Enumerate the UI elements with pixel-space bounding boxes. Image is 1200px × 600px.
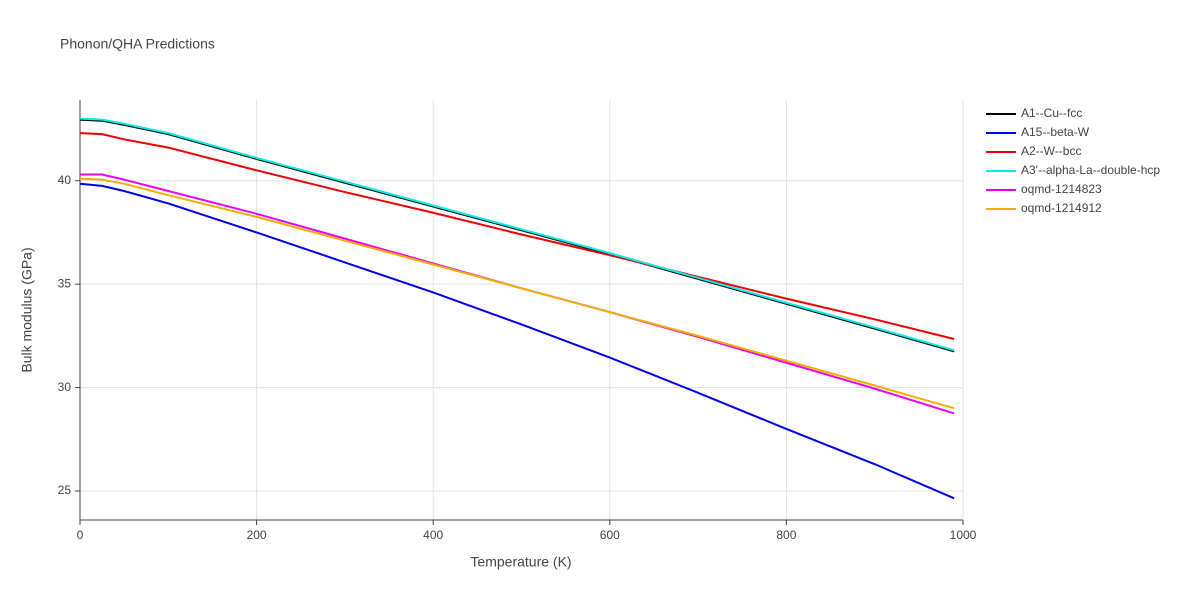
legend-label: oqmd-1214912 bbox=[1021, 201, 1102, 215]
x-tick-label: 1000 bbox=[950, 528, 977, 542]
chart-title: Phonon/QHA Predictions bbox=[60, 36, 215, 52]
x-tick-label: 200 bbox=[247, 528, 267, 542]
y-tick-label: 30 bbox=[58, 380, 72, 394]
legend-label: A15--beta-W bbox=[1021, 125, 1090, 139]
x-tick-label: 0 bbox=[77, 528, 84, 542]
y-tick-label: 40 bbox=[58, 173, 72, 187]
x-tick-label: 400 bbox=[423, 528, 443, 542]
series-line bbox=[79, 182, 955, 500]
plot-lines bbox=[79, 117, 955, 500]
series-line bbox=[79, 132, 955, 340]
series-line bbox=[80, 173, 955, 415]
series-line bbox=[79, 177, 955, 410]
x-axis-title: Temperature (K) bbox=[470, 554, 571, 570]
legend-label: oqmd-1214823 bbox=[1021, 182, 1102, 196]
x-tick-label: 600 bbox=[600, 528, 620, 542]
y-tick-label: 35 bbox=[58, 276, 72, 290]
y-tick-label: 25 bbox=[58, 483, 72, 497]
y-axis-title: Bulk modulus (GPa) bbox=[19, 247, 35, 372]
legend-label: A2--W--bcc bbox=[1021, 144, 1081, 158]
legend: A1--Cu--fcc A15--beta-W A2--W--bcc A3'--alp… bbox=[986, 106, 1160, 215]
legend-label: A3'--alpha-La--double-hcp bbox=[1021, 163, 1160, 177]
series-line bbox=[79, 117, 955, 352]
legend-label: A1--Cu--fcc bbox=[1021, 106, 1082, 120]
series-line bbox=[79, 118, 955, 353]
x-tick-label: 800 bbox=[776, 528, 796, 542]
